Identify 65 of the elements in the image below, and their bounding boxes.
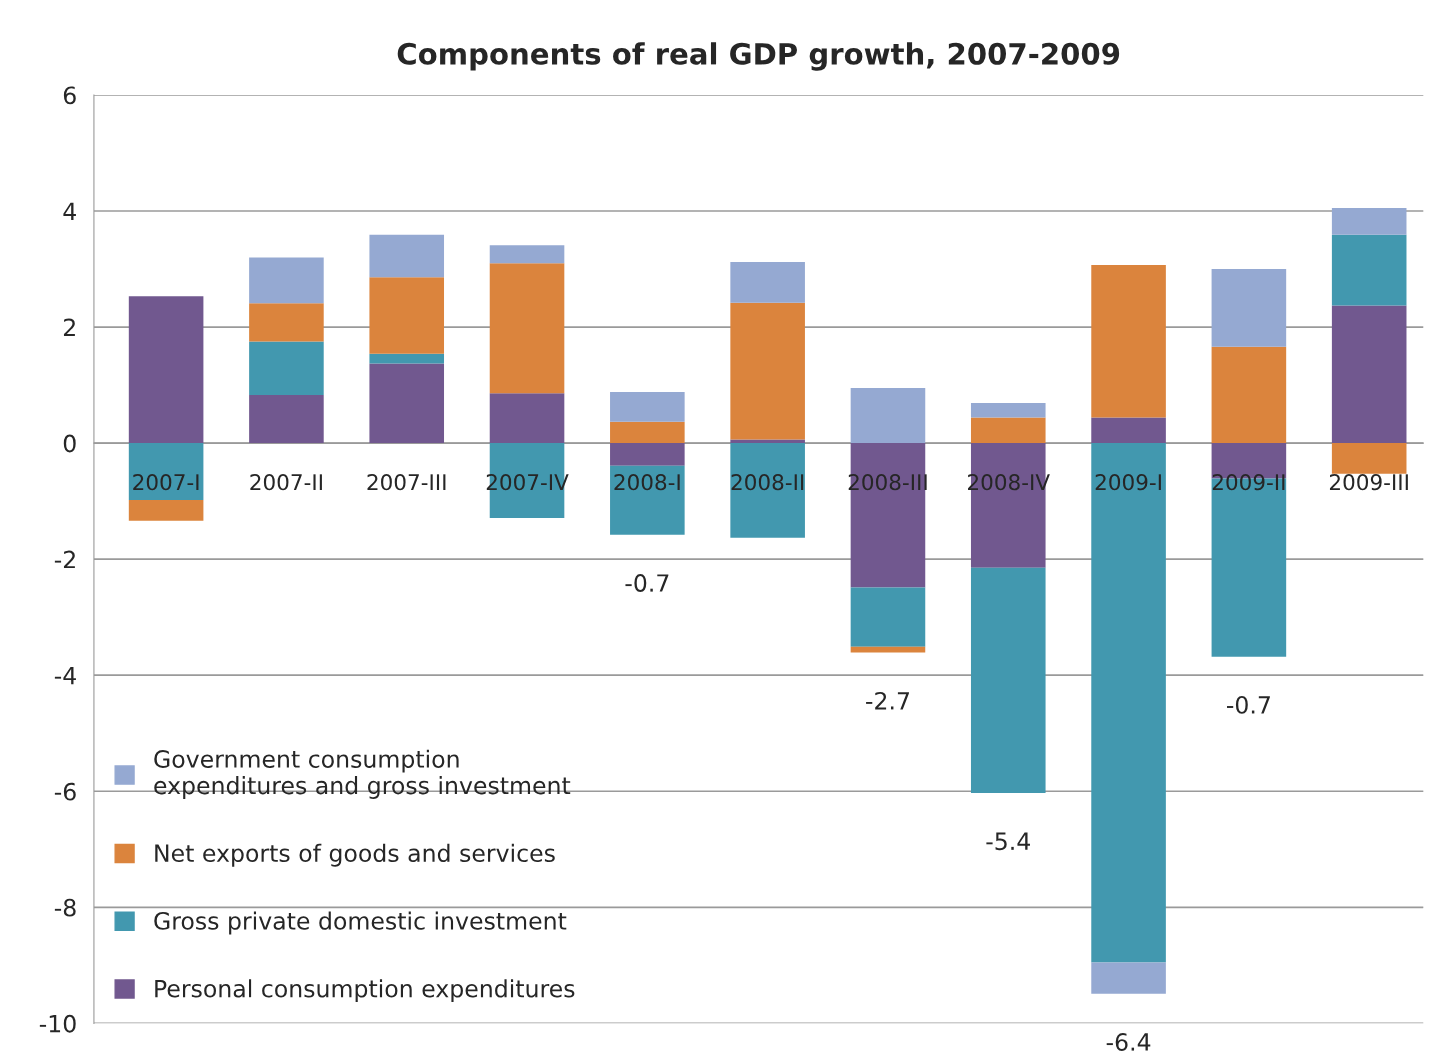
x-tick-label: 2009-I	[1095, 474, 1161, 491]
bar	[1211, 346, 1287, 444]
bar	[369, 277, 445, 354]
x-tick-label: 2007-I	[133, 474, 199, 491]
bar	[730, 443, 805, 538]
legend-label: Gross private domestic investment	[154, 911, 567, 935]
x-tick-label: 2009-II	[1212, 474, 1285, 491]
bar	[850, 646, 926, 653]
y-tick-label: -6	[54, 782, 76, 801]
y-tick-label: -10	[39, 1014, 76, 1033]
legend-label: Net exports of goods and services	[155, 843, 555, 867]
bar	[249, 341, 324, 395]
bar	[610, 465, 685, 535]
x-tick-label: 2008-I	[614, 474, 680, 491]
bar	[850, 587, 926, 647]
bar	[970, 403, 1046, 418]
bar	[970, 417, 1046, 444]
bar	[610, 421, 685, 444]
y-tick-label: 4	[63, 202, 76, 220]
bar	[850, 443, 926, 588]
x-tick-label: 2007-III	[367, 474, 446, 491]
legend-label: Government consumption expenditures and gross investment	[154, 749, 571, 799]
bar	[128, 443, 204, 500]
bar	[730, 262, 805, 303]
x-tick-label: 2007-II	[250, 474, 322, 491]
chart-title: Components of real GDP growth, 2007-2009	[397, 42, 1120, 71]
bar	[1331, 208, 1407, 235]
bar	[1091, 417, 1166, 444]
bar	[1331, 305, 1407, 444]
bar	[1091, 264, 1166, 418]
total-label: -6.4	[1106, 1033, 1151, 1051]
bar	[249, 303, 324, 342]
bar	[1091, 962, 1166, 994]
total-label: -2.7	[866, 691, 909, 710]
y-tick-label: -2	[54, 550, 75, 569]
bar	[369, 353, 445, 364]
x-tick-label: 2008-II	[731, 474, 804, 491]
bar	[850, 387, 926, 444]
bar	[1331, 234, 1407, 306]
total-label: -0.7	[1227, 695, 1270, 714]
total-label: -0.7	[625, 574, 669, 592]
y-tick-label: -4	[54, 666, 76, 685]
bar	[1211, 269, 1287, 347]
y-tick-label: 6	[63, 86, 76, 105]
bar	[730, 302, 805, 440]
bar	[249, 257, 324, 304]
bar	[1091, 443, 1166, 963]
bar	[610, 392, 685, 422]
total-label: -5.4	[986, 832, 1030, 851]
bar	[489, 393, 565, 444]
bar	[369, 234, 445, 278]
bar	[489, 263, 565, 394]
bar	[249, 394, 324, 444]
bar	[610, 443, 685, 466]
bar	[128, 296, 204, 444]
x-tick-label: 2009-III	[1329, 474, 1408, 491]
bar	[1331, 443, 1407, 474]
bar	[128, 499, 204, 521]
legend-label: Personal consumption expenditures	[155, 979, 575, 1003]
bar	[369, 363, 445, 444]
y-tick-label: -8	[54, 898, 76, 917]
bar	[970, 567, 1046, 793]
y-tick-label: 0	[63, 434, 76, 453]
y-tick-label: 2	[63, 318, 75, 337]
bar	[489, 245, 565, 264]
